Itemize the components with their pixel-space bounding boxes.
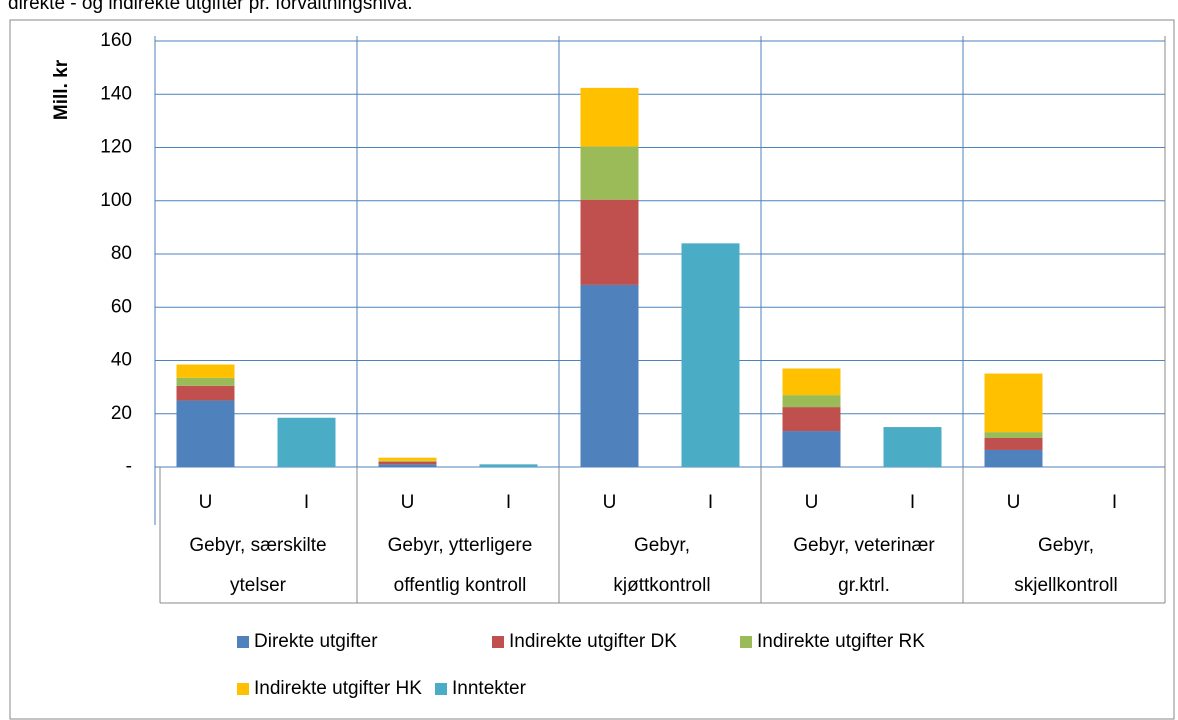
x-tick-label: U [1007, 492, 1021, 513]
legend-swatch [435, 683, 447, 695]
group-label: offentlig kontroll [394, 575, 527, 596]
bar-segment [782, 407, 841, 432]
bar-segment [984, 432, 1043, 438]
legend-label: Inntekter [452, 678, 527, 699]
y-axis-label: Mill. kr [51, 59, 72, 120]
group-label: skjellkontroll [1014, 575, 1117, 596]
bar-segment [883, 427, 942, 467]
bar-segment [580, 199, 639, 285]
legend-swatch [237, 683, 249, 695]
y-tick-label: 140 [100, 83, 132, 104]
group-label: Gebyr, ytterligere [388, 535, 533, 556]
chart-border [9, 19, 1175, 720]
group-label: Gebyr, særskilte [189, 535, 326, 556]
bar-segment [681, 243, 740, 467]
x-tick-label: U [401, 492, 415, 513]
group-label: Gebyr, [1038, 535, 1094, 556]
y-tick-label: - [126, 456, 132, 477]
bar-segment [378, 460, 437, 462]
x-tick-label: U [199, 492, 213, 513]
bar-segment [984, 449, 1043, 467]
y-tick-label: 160 [100, 30, 132, 51]
x-tick-label: U [805, 492, 819, 513]
bar-segment [782, 368, 841, 396]
bar-segment [479, 464, 538, 467]
x-tick-label: I [1112, 492, 1117, 513]
legend-swatch [237, 636, 249, 648]
x-tick-label: I [304, 492, 309, 513]
chart-title: direkte - og indirekte utgifter pr. forv… [8, 0, 412, 14]
x-tick-label: U [603, 492, 617, 513]
bar-segment [782, 395, 841, 408]
y-tick-label: 80 [111, 243, 132, 264]
bar-segment [176, 377, 235, 386]
group-label: gr.ktrl. [838, 575, 890, 596]
group-label: kjøttkontroll [613, 575, 710, 596]
x-tick-label: I [708, 492, 713, 513]
bar-segment [984, 373, 1043, 433]
bar-segment [580, 87, 639, 147]
y-tick-label: 100 [100, 190, 132, 211]
bar-segment [176, 385, 235, 401]
legend-label: Indirekte utgifter RK [757, 631, 925, 652]
bar-segment [277, 417, 336, 467]
legend-label: Indirekte utgifter HK [254, 678, 422, 699]
y-tick-label: 120 [100, 137, 132, 158]
bar-segment [378, 461, 437, 465]
y-tick-label: 60 [111, 296, 132, 317]
bar-segment [782, 431, 841, 467]
legend-swatch [740, 636, 752, 648]
legend-swatch [492, 636, 504, 648]
legend-label: Direkte utgifter [254, 631, 378, 652]
legend-label: Indirekte utgifter DK [509, 631, 677, 652]
group-label: Gebyr, [634, 535, 690, 556]
group-label: Gebyr, veterinær [793, 535, 935, 556]
bar-segment [984, 437, 1043, 450]
bar-segment [176, 364, 235, 378]
group-label: ytelser [230, 575, 287, 596]
x-tick-label: I [506, 492, 511, 513]
bar-segment [378, 464, 437, 467]
bar-segment [580, 146, 639, 200]
bar-segment [378, 457, 437, 461]
bar-segment [176, 400, 235, 467]
y-tick-label: 20 [111, 403, 132, 424]
y-tick-label: 40 [111, 350, 132, 371]
bar-segment [580, 284, 639, 467]
x-tick-label: I [910, 492, 915, 513]
